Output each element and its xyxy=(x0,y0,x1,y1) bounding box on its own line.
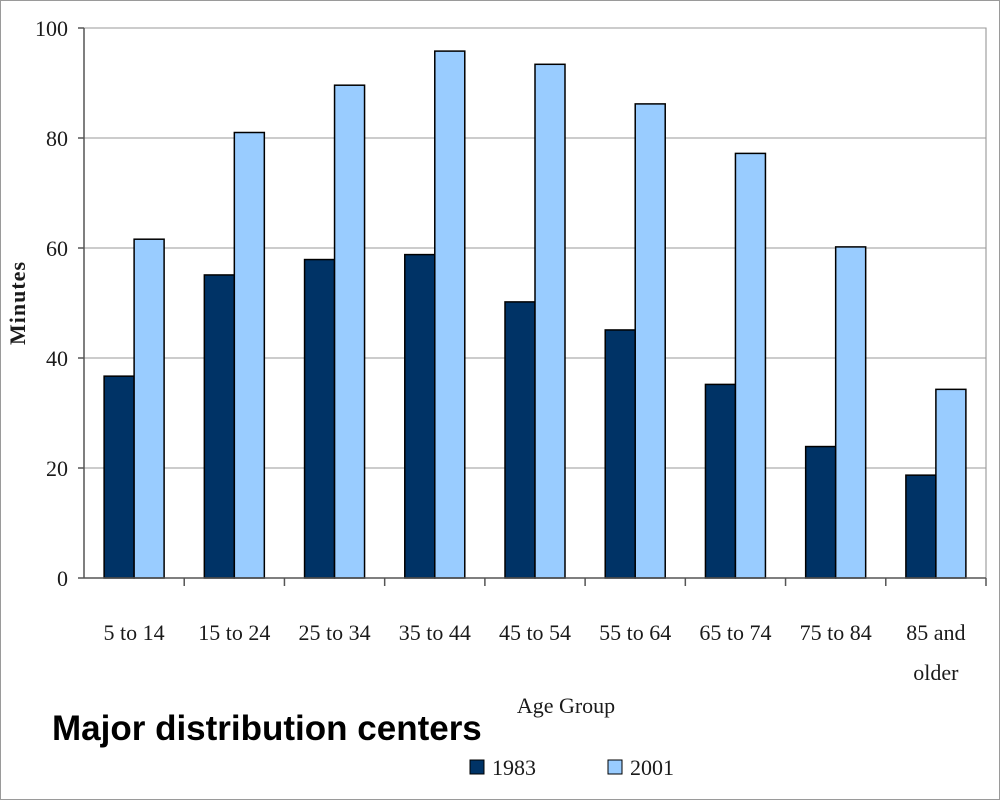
y-tick-label: 0 xyxy=(57,566,68,591)
legend-label-2001: 2001 xyxy=(630,755,674,780)
bar-2001-2 xyxy=(233,131,266,579)
bar-2001-9 xyxy=(935,388,967,579)
bar-1983-6 xyxy=(604,329,636,579)
bar-1983-2 xyxy=(203,274,236,579)
x-axis-label: Age Group xyxy=(517,693,615,718)
y-axis-label: Minutes xyxy=(5,261,30,345)
x-tick-label: 35 to 44 xyxy=(399,620,471,645)
bar-1983-5 xyxy=(504,301,536,579)
bar-1983-9 xyxy=(905,474,937,579)
bar-2001-6 xyxy=(634,103,666,579)
bar-2001-4 xyxy=(434,50,466,579)
y-tick-label: 100 xyxy=(35,16,68,41)
legend: 1983 2001 xyxy=(469,755,674,780)
x-tick-label: 45 to 54 xyxy=(499,620,571,645)
bar-2001-7 xyxy=(734,152,767,579)
x-tick-label: 85 and older xyxy=(906,620,965,685)
x-tick-label: 25 to 34 xyxy=(298,620,370,645)
y-tick-label: 20 xyxy=(46,456,68,481)
bars xyxy=(103,50,967,579)
x-axis-ticks: 5 to 14 15 to 24 25 to 34 35 to 44 45 to 54 5… xyxy=(104,578,987,685)
y-tick-label: 40 xyxy=(46,346,68,371)
legend-swatch-1983 xyxy=(469,759,485,775)
y-axis-ticks: 0 20 40 60 80 100 xyxy=(35,16,84,591)
bar-1983-1 xyxy=(103,375,135,579)
x-tick-label: 55 to 64 xyxy=(599,620,671,645)
chart-title: Major distribution centers xyxy=(52,709,482,748)
y-tick-label: 80 xyxy=(46,126,68,151)
bar-1983-3 xyxy=(303,258,336,579)
bar-2001-5 xyxy=(534,63,566,579)
bar-2001-3 xyxy=(333,84,366,579)
bar-2001-1 xyxy=(133,238,165,579)
x-tick-label: 65 to 74 xyxy=(699,620,771,645)
y-tick-label: 60 xyxy=(46,236,68,261)
bar-1983-7 xyxy=(704,383,737,579)
legend-swatch-2001 xyxy=(607,759,623,775)
x-tick-label: 5 to 14 xyxy=(104,620,165,645)
bar-2001-8 xyxy=(834,246,867,579)
x-tick-label: 75 to 84 xyxy=(800,620,872,645)
legend-label-1983: 1983 xyxy=(492,755,536,780)
bar-1983-8 xyxy=(804,445,837,579)
bar-1983-4 xyxy=(404,253,436,579)
x-tick-label: 15 to 24 xyxy=(198,620,270,645)
